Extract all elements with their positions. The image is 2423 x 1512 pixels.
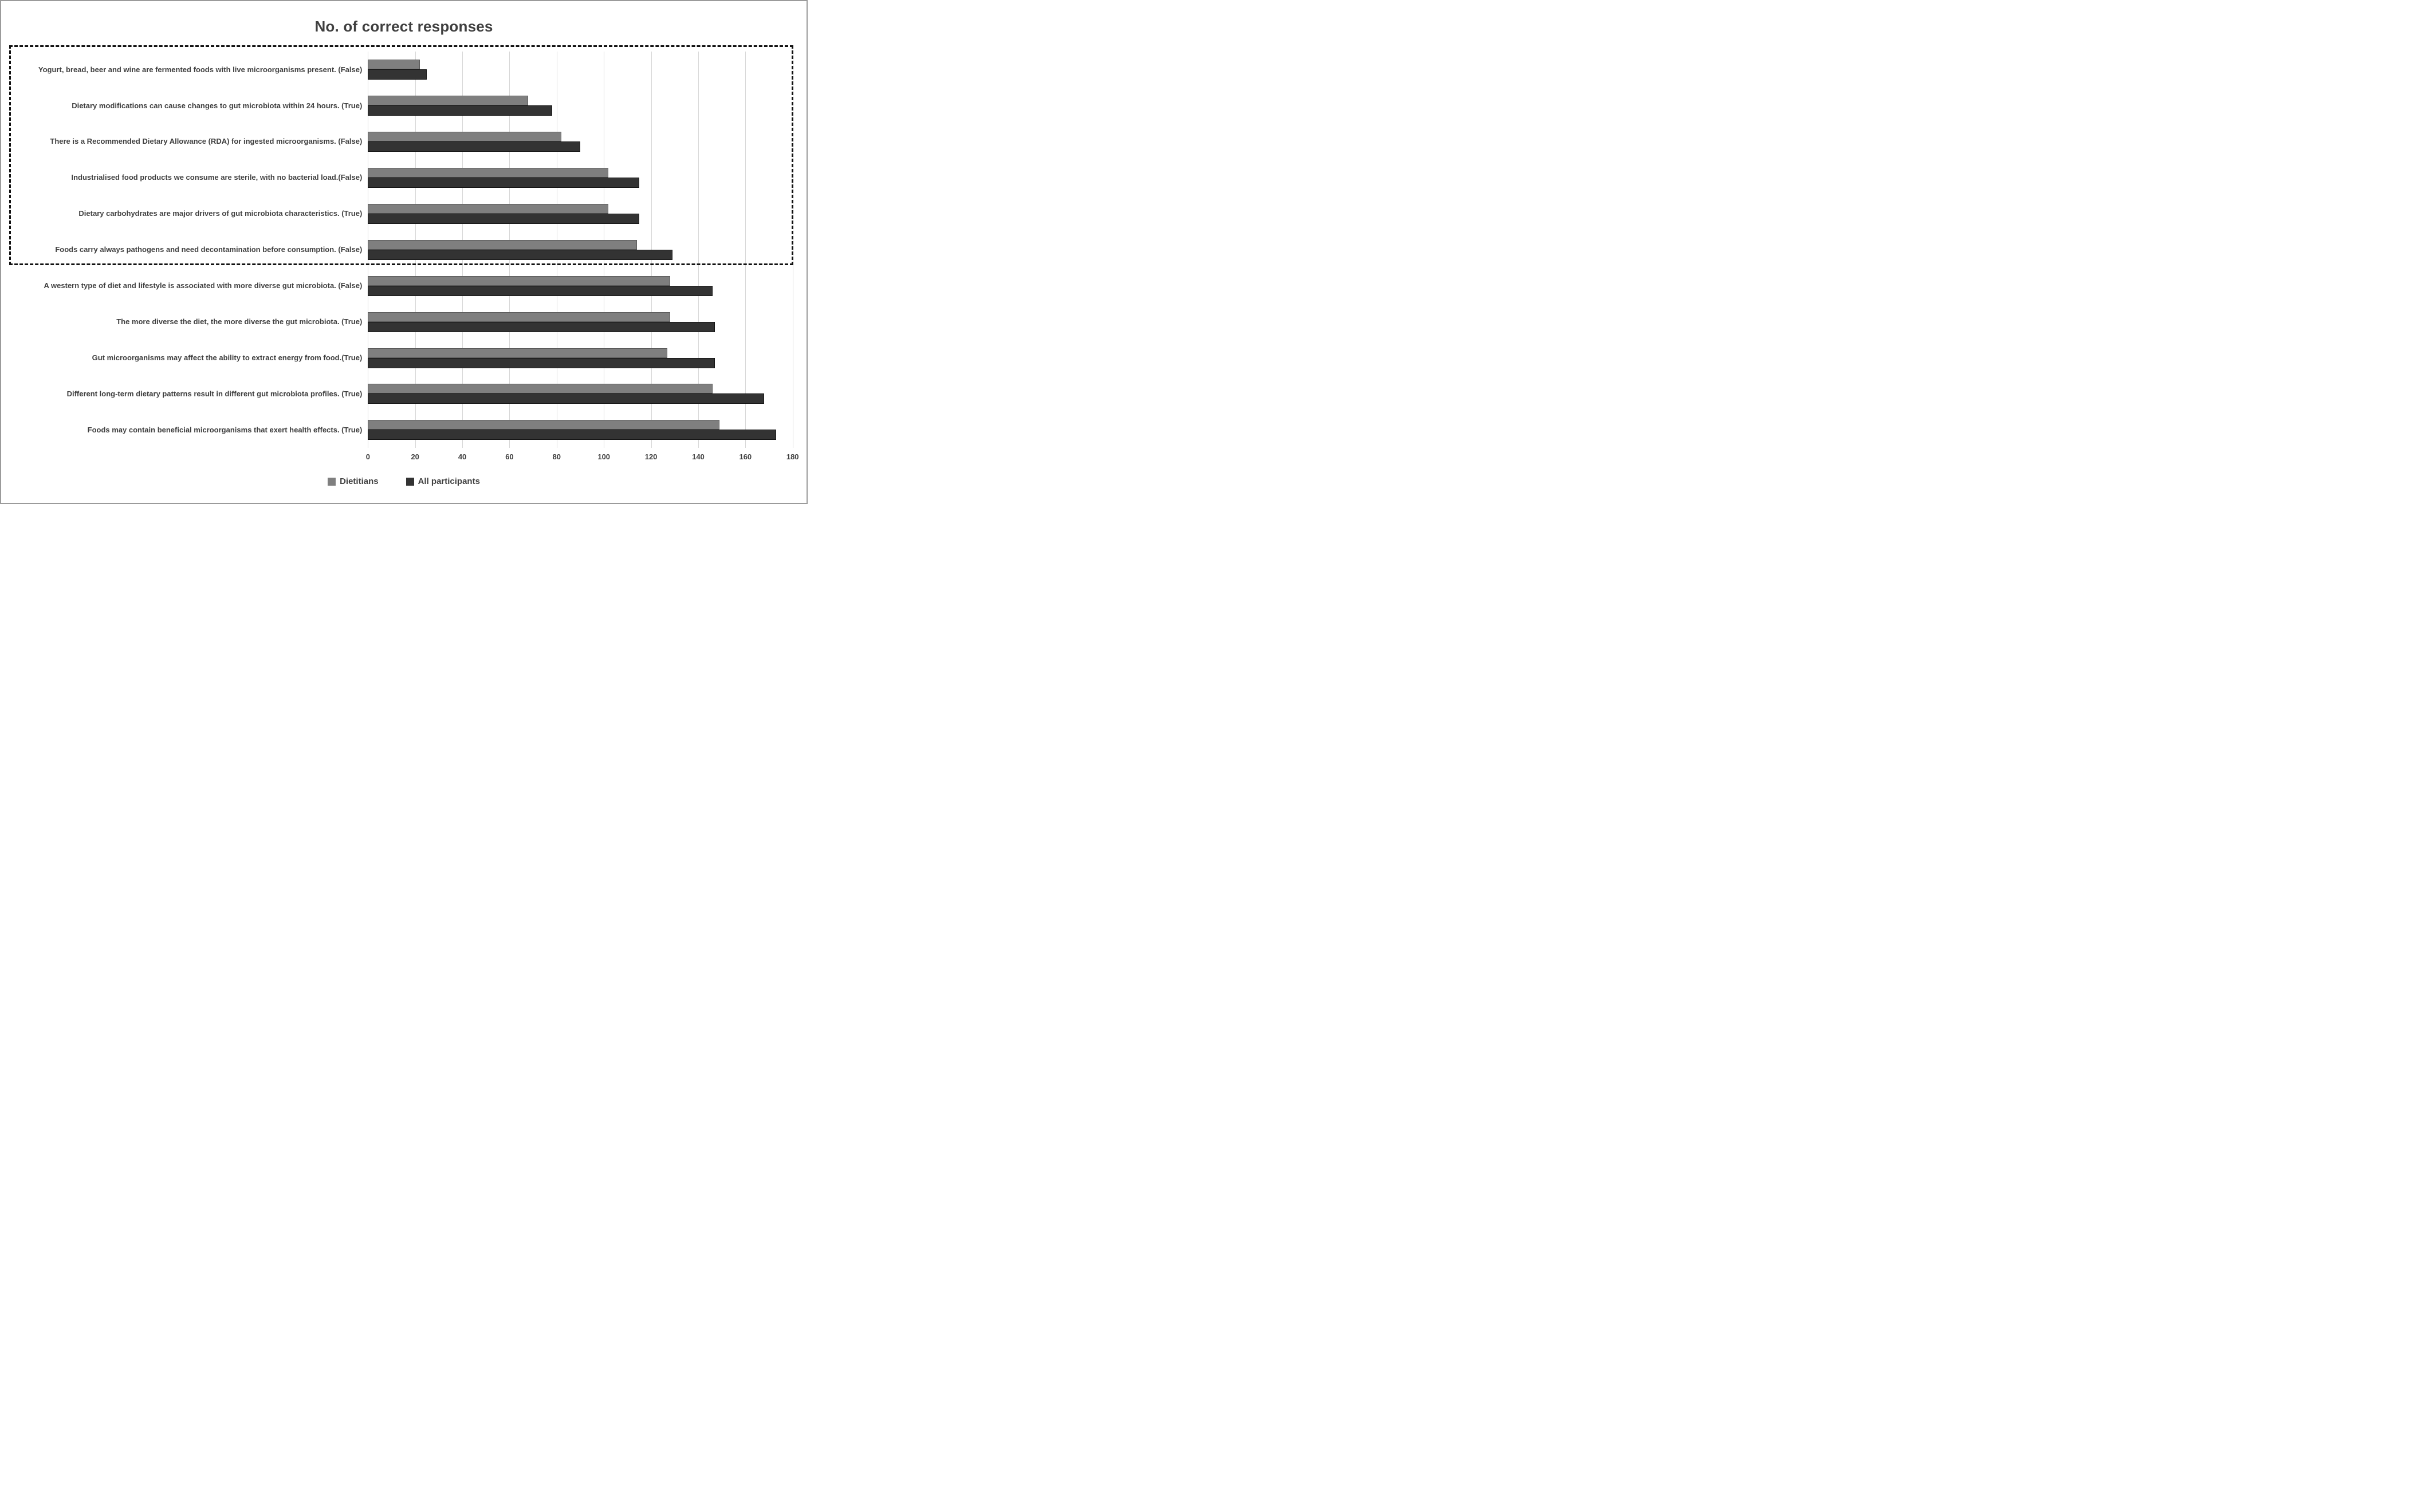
bar-all-participants (368, 357, 715, 368)
category-label: Yogurt, bread, beer and wine are ferment… (38, 65, 363, 74)
category-label: Different long-term dietary patterns res… (66, 389, 363, 398)
bar-dietitians (368, 420, 720, 430)
all-participants-label: All participants (418, 477, 480, 486)
bar-group (368, 340, 799, 376)
category-row: Dietary carbohydrates are major drivers … (1, 196, 799, 232)
all-participants-swatch (406, 477, 414, 486)
bar-group (368, 267, 799, 304)
bar-group (368, 124, 799, 160)
plot-area: Yogurt, bread, beer and wine are ferment… (1, 52, 799, 461)
bar-dietitians (368, 239, 637, 250)
x-tick-label: 0 (365, 452, 370, 461)
bar-dietitians (368, 132, 562, 142)
x-tick-label: 120 (644, 452, 658, 461)
bar-all-participants (368, 249, 672, 260)
category-row: A western type of diet and lifestyle is … (1, 267, 799, 304)
legend-item-dietitians: Dietitians (328, 477, 379, 486)
legend-item-all-participants: All participants (406, 477, 480, 486)
chart-figure: No. of correct responses Yogurt, bread, … (0, 0, 808, 504)
category-label: Industrialised food products we consume … (71, 173, 363, 182)
x-tick-label: 60 (505, 452, 514, 461)
category-label: A western type of diet and lifestyle is … (44, 281, 363, 290)
gridline (745, 52, 746, 448)
category-row: Yogurt, bread, beer and wine are ferment… (1, 52, 799, 88)
bar-dietitians (368, 168, 609, 178)
gridline (698, 52, 699, 448)
bar-all-participants (368, 178, 639, 188)
bar-all-participants (368, 214, 639, 224)
bar-dietitians (368, 96, 529, 106)
bar-group (368, 304, 799, 340)
bar-dietitians (368, 60, 420, 70)
bar-all-participants (368, 321, 715, 332)
x-tick-label: 40 (458, 452, 467, 461)
x-axis: 0 20 40 60 80 100 120 140 160 180 (365, 452, 799, 465)
category-row: Foods carry always pathogens and need de… (1, 231, 799, 267)
bar-all-participants (368, 285, 713, 296)
bar-group (368, 196, 799, 232)
x-tick-label: 80 (552, 452, 561, 461)
bar-group (368, 88, 799, 124)
category-row: The more diverse the diet, the more dive… (1, 304, 799, 340)
legend: Dietitians All participants (1, 477, 807, 486)
bar-dietitians (368, 275, 670, 286)
bar-all-participants (368, 141, 580, 152)
category-label: The more diverse the diet, the more dive… (116, 317, 363, 326)
bar-dietitians (368, 312, 670, 322)
category-label: Dietary modifications can cause changes … (72, 101, 363, 110)
bar-group (368, 376, 799, 412)
x-tick-label: 180 (786, 452, 799, 461)
bar-dietitians (368, 204, 609, 214)
category-label: Dietary carbohydrates are major drivers … (78, 209, 363, 218)
chart-title: No. of correct responses (314, 17, 493, 35)
bar-dietitians (368, 384, 713, 394)
bar-dietitians (368, 348, 668, 358)
category-row: Foods may contain beneficial microorgani… (1, 412, 799, 448)
category-label: Gut microorganisms may affect the abilit… (92, 353, 363, 362)
bar-all-participants (368, 430, 776, 440)
x-tick-label: 20 (411, 452, 419, 461)
category-row: Gut microorganisms may affect the abilit… (1, 340, 799, 376)
bar-group (368, 52, 799, 88)
category-label: Foods carry always pathogens and need de… (55, 245, 363, 254)
bar-all-participants (368, 393, 765, 404)
x-tick-label: 140 (692, 452, 705, 461)
bar-group (368, 412, 799, 448)
rows: Yogurt, bread, beer and wine are ferment… (1, 52, 799, 448)
bar-all-participants (368, 105, 552, 116)
category-label: There is a Recommended Dietary Allowance… (50, 137, 363, 146)
category-label: Foods may contain beneficial microorgani… (87, 425, 363, 434)
bar-all-participants (368, 69, 427, 80)
category-row: Industrialised food products we consume … (1, 160, 799, 196)
category-row: Different long-term dietary patterns res… (1, 376, 799, 412)
bar-group (368, 231, 799, 267)
title-row: No. of correct responses (1, 1, 807, 52)
dietitians-label: Dietitians (340, 477, 379, 486)
category-row: Dietary modifications can cause changes … (1, 88, 799, 124)
category-row: There is a Recommended Dietary Allowance… (1, 124, 799, 160)
x-tick-label: 160 (739, 452, 752, 461)
bar-group (368, 160, 799, 196)
x-tick-label: 100 (597, 452, 611, 461)
dietitians-swatch (328, 477, 336, 486)
